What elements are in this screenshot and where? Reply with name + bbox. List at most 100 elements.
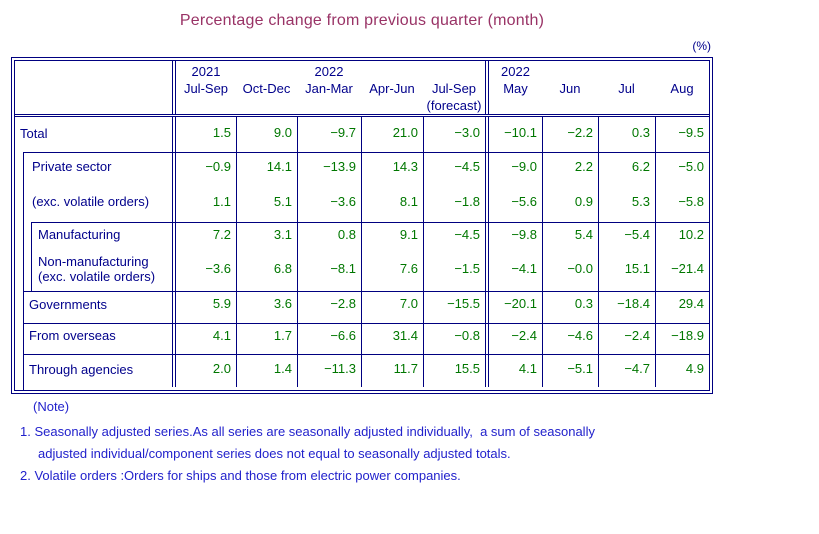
row-label-line1: Private sector: [32, 159, 112, 174]
table-cell: −3.6: [297, 184, 361, 219]
table-cell: −5.8: [655, 184, 709, 219]
table-cell: 6.2: [598, 149, 655, 184]
table-cell: 0.3: [598, 117, 655, 149]
table-cell: 14.1: [236, 149, 297, 184]
table-cell: −1.5: [423, 250, 485, 288]
hierarchy-line-level2: [31, 222, 32, 291]
table-cell: 5.3: [598, 184, 655, 219]
data-table-inner: 2021 Jul-Sep Oct-Dec 2022 Jan-Mar Apr-Jun …: [14, 60, 710, 391]
table-cell: −2.8: [297, 288, 361, 320]
table-row-non-manufacturing: Non-manufacturing (exc. volatile orders) …: [15, 250, 709, 288]
table-cell: −15.5: [423, 288, 485, 320]
table-cell: −9.0: [485, 149, 542, 184]
row-label: Governments: [15, 288, 172, 320]
row-label: Private sector: [15, 149, 172, 184]
table-cell: 7.6: [361, 250, 423, 288]
table-cell: −3.6: [172, 250, 236, 288]
table-cell: −4.1: [485, 250, 542, 288]
table-cell: 1.7: [236, 320, 297, 351]
table-cell: −4.5: [423, 219, 485, 250]
table-cell: 3.6: [236, 288, 297, 320]
table-cell: −0.8: [423, 320, 485, 351]
table-cell: 15.5: [423, 351, 485, 387]
column-year: 2022: [501, 64, 530, 79]
table-cell: −5.1: [542, 351, 598, 387]
table-cell: 4.9: [655, 351, 709, 387]
table-cell: 31.4: [361, 320, 423, 351]
column-header: Aug: [655, 61, 709, 114]
table-cell: −13.9: [297, 149, 361, 184]
column-header: Jul-Sep (forecast): [423, 61, 485, 114]
column-period: Aug: [670, 81, 694, 96]
row-divider: [23, 291, 709, 292]
column-period: Jun: [559, 81, 581, 96]
table-cell: 1.5: [172, 117, 236, 149]
table-cell: −1.8: [423, 184, 485, 219]
table-cell: 6.8: [236, 250, 297, 288]
table-row-private-exc-volatile: (exc. volatile orders) 1.1 5.1 −3.6 8.1 …: [15, 184, 709, 219]
table-cell: −6.6: [297, 320, 361, 351]
row-divider: [31, 222, 709, 223]
table-cell: 5.9: [172, 288, 236, 320]
table-row-from-overseas: From overseas 4.1 1.7 −6.6 31.4 −0.8 −2.…: [15, 320, 709, 351]
table-cell: −11.3: [297, 351, 361, 387]
table-row-total: Total 1.5 9.0 −9.7 21.0 −3.0 −10.1 −2.2 …: [15, 117, 709, 149]
table-cell: −0.0: [542, 250, 598, 288]
table-cell: −21.4: [655, 250, 709, 288]
table-cell: −0.9: [172, 149, 236, 184]
table-row-manufacturing: Manufacturing 7.2 3.1 0.8 9.1 −4.5 −9.8 …: [15, 219, 709, 250]
column-period: May: [503, 81, 528, 96]
row-label-line2: (exc. volatile orders): [38, 269, 156, 284]
table-cell: 0.8: [297, 219, 361, 250]
table-cell: −4.7: [598, 351, 655, 387]
table-cell: 5.1: [236, 184, 297, 219]
row-label: Total: [15, 117, 172, 149]
table-cell: 5.4: [542, 219, 598, 250]
table-cell: −5.0: [655, 149, 709, 184]
table-cell: −2.4: [485, 320, 542, 351]
table-row-private-sector: Private sector −0.9 14.1 −13.9 14.3 −4.5…: [15, 149, 709, 184]
table-cell: 3.1: [236, 219, 297, 250]
row-label-line1: Manufacturing: [38, 227, 121, 242]
table-cell: 15.1: [598, 250, 655, 288]
table-cell: −5.4: [598, 219, 655, 250]
row-label: Through agencies: [15, 351, 172, 387]
row-label: From overseas: [15, 320, 172, 351]
note-line-1-continued: adjusted individual/component series doe…: [38, 446, 511, 461]
table-cell: −9.7: [297, 117, 361, 149]
table-cell: −8.1: [297, 250, 361, 288]
table-cell: −5.6: [485, 184, 542, 219]
table-cell: −18.9: [655, 320, 709, 351]
column-header: Oct-Dec: [236, 61, 297, 114]
page-title: Percentage change from previous quarter …: [179, 12, 545, 29]
row-label-line1: Through agencies: [29, 361, 134, 377]
row-divider: [23, 354, 709, 355]
table-cell: −10.1: [485, 117, 542, 149]
column-header: Jul: [598, 61, 655, 114]
notes-section: (Note) 1. Seasonally adjusted series.As …: [20, 399, 595, 487]
column-period: Oct-Dec: [242, 81, 291, 96]
table-cell: 4.1: [172, 320, 236, 351]
column-period: Jan-Mar: [305, 81, 353, 96]
table-cell: 2.2: [542, 149, 598, 184]
table-cell: −9.8: [485, 219, 542, 250]
column-year: 2021: [191, 64, 221, 79]
table-cell: 14.3: [361, 149, 423, 184]
row-label-line1: Governments: [29, 296, 108, 312]
table-cell: −2.4: [598, 320, 655, 351]
table-cell: 2.0: [172, 351, 236, 387]
table-cell: 8.1: [361, 184, 423, 219]
table-cell: −4.6: [542, 320, 598, 351]
table-cell: 9.0: [236, 117, 297, 149]
table-cell: 1.1: [172, 184, 236, 219]
column-header: Apr-Jun: [361, 61, 423, 114]
column-header: Jun: [542, 61, 598, 114]
table-cell: −9.5: [655, 117, 709, 149]
row-label-line1: (exc. volatile orders): [32, 194, 150, 209]
hierarchy-line-level1: [23, 152, 24, 390]
column-header: 2022 May: [485, 61, 542, 114]
table-header-row: 2021 Jul-Sep Oct-Dec 2022 Jan-Mar Apr-Jun …: [15, 61, 709, 117]
row-label-line1: Total: [20, 125, 48, 141]
row-label-line1: From overseas: [29, 328, 116, 343]
